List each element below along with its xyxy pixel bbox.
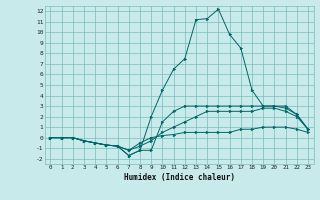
X-axis label: Humidex (Indice chaleur): Humidex (Indice chaleur) — [124, 173, 235, 182]
